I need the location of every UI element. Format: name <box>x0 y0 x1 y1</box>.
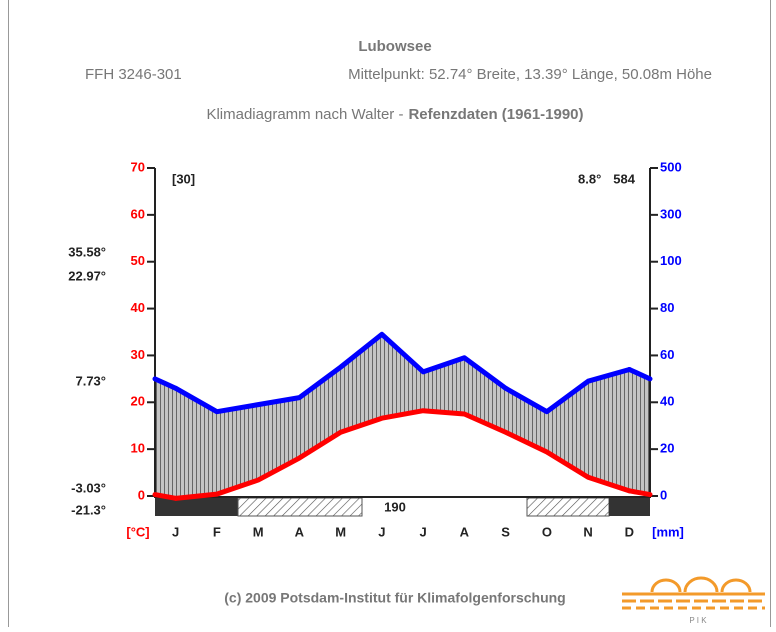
x-tick-label: A <box>295 524 305 539</box>
location: Mittelpunkt: 52.74° Breite, 13.39° Länge… <box>348 66 712 83</box>
frost-hatch <box>237 497 363 517</box>
x-tick-label: M <box>335 524 346 539</box>
chart-title: Lubowsee <box>358 38 431 55</box>
caption: Klimadiagramm nach Walter - Refenzdaten (… <box>206 106 583 123</box>
x-tick-label: N <box>583 524 592 539</box>
y2-tick-label: 300 <box>660 206 682 221</box>
y2-tick-label: 100 <box>660 253 682 268</box>
caption-bold: Refenzdaten (1961-1990) <box>408 106 583 123</box>
logo-text: P I K <box>689 616 707 625</box>
y-tick-label: 0 <box>138 487 145 502</box>
line-extension <box>152 366 653 391</box>
years: [30] <box>172 171 195 186</box>
x-tick-label: J <box>172 524 179 539</box>
footer: (c) 2009 Potsdam-Institut für Klimafolge… <box>224 590 565 606</box>
y-tick-label: 40 <box>131 300 145 315</box>
y2-tick-label: 20 <box>660 441 674 456</box>
side-label: 22.97° <box>68 268 106 283</box>
x-tick-label: D <box>625 524 634 539</box>
logo <box>622 576 765 610</box>
x-tick-label: F <box>213 524 221 539</box>
y2-tick-label: 60 <box>660 347 674 362</box>
y2-tick-label: 40 <box>660 394 674 409</box>
line <box>173 408 632 501</box>
y-tick-label: 10 <box>131 441 145 456</box>
x-tick-label: S <box>501 524 510 539</box>
x-tick-label: M <box>253 524 264 539</box>
x-tick-label: A <box>460 524 470 539</box>
y-tick-label: 20 <box>131 394 145 409</box>
y2-axis-label: [mm] <box>652 524 684 539</box>
caption-text: Klimadiagramm nach Walter - <box>206 106 403 123</box>
side-label: -21.3° <box>71 502 106 517</box>
x-tick-label: J <box>420 524 427 539</box>
frost-bar <box>609 498 650 516</box>
frost-hatch <box>526 497 610 517</box>
y-tick-label: 70 <box>131 159 145 174</box>
y2-tick-label: 500 <box>660 159 682 174</box>
subtitle: FFH 3246-301 <box>85 66 182 83</box>
y-tick-label: 30 <box>131 347 145 362</box>
y2-tick-label: 0 <box>660 487 667 502</box>
frost-bar <box>155 498 238 516</box>
x-tick-label: O <box>542 524 552 539</box>
y-axis-label: [°C] <box>126 524 149 539</box>
side-label: 35.58° <box>68 244 106 259</box>
x-tick-label: J <box>378 524 385 539</box>
y-tick-label: 50 <box>131 253 145 268</box>
mean-temperature: 8.8° <box>578 171 601 186</box>
y2-tick-label: 80 <box>660 300 674 315</box>
humid-area <box>155 334 650 499</box>
y-tick-label: 60 <box>131 206 145 221</box>
annual-precipitation: 584 <box>613 171 635 186</box>
side-label: 7.73° <box>75 373 106 388</box>
line-extension <box>152 488 653 501</box>
line <box>173 331 632 415</box>
frost-free-days: 190 <box>384 499 406 514</box>
side-label: -3.03° <box>71 480 106 495</box>
